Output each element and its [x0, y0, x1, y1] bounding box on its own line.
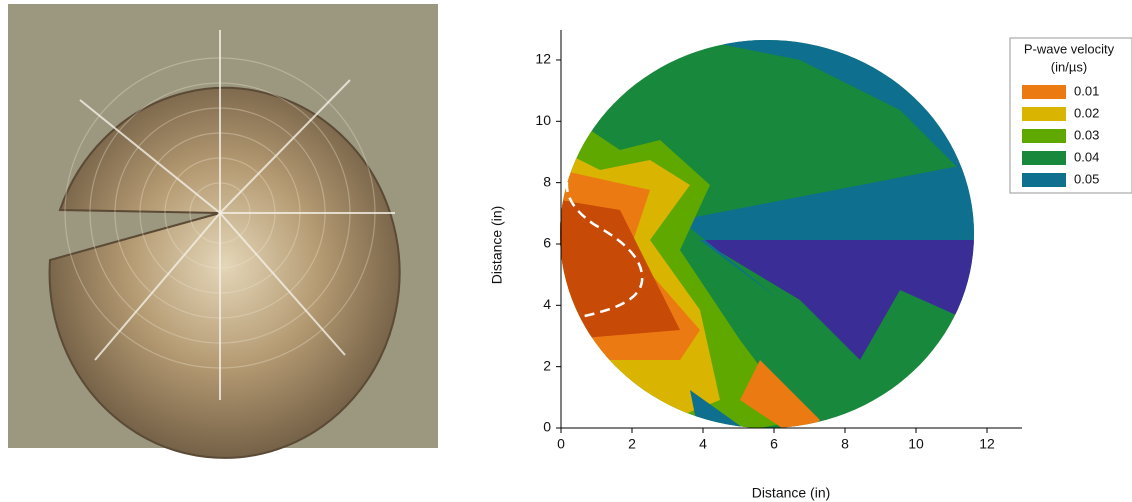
x-tick-label: 2 [628, 436, 636, 452]
y-tick-label: 8 [543, 173, 551, 189]
legend-label: 0.04 [1074, 149, 1099, 164]
x-tick-label: 6 [770, 436, 778, 452]
y-tick-label: 10 [535, 112, 551, 128]
legend-title: (in/µs) [1051, 59, 1087, 74]
legend-title: P-wave velocity [1024, 41, 1115, 56]
y-tick-label: 6 [543, 235, 551, 251]
x-tick-label: 4 [699, 436, 707, 452]
y-tick-label: 12 [535, 51, 551, 67]
x-axis-label: Distance (in) [752, 485, 831, 501]
x-tick-label: 0 [557, 436, 565, 452]
legend-swatch [1022, 107, 1066, 121]
legend: P-wave velocity (in/µs) 0.01 0.02 0.03 0.04… [1009, 37, 1132, 194]
y-tick-label: 0 [543, 419, 551, 435]
boundary [559, 181, 644, 322]
legend-label: 0.01 [1074, 83, 1099, 98]
legend-swatch [1022, 151, 1066, 165]
axes: Distance (in) Distance (in) 0 2 4 6 8 10 12 0 2 4… [489, 30, 1022, 501]
contour-field [560, 40, 974, 428]
x-tick-label: 8 [841, 436, 849, 452]
legend-label: 0.02 [1074, 105, 1099, 120]
photo [8, 4, 438, 459]
y-axis-label: Distance (in) [489, 206, 505, 285]
legend-label: 0.05 [1074, 171, 1099, 186]
legend-label: 0.03 [1074, 127, 1099, 142]
legend-swatch [1022, 129, 1066, 143]
legend-swatch [1022, 173, 1066, 187]
legend-swatch [1022, 85, 1066, 99]
x-tick-label: 10 [908, 436, 924, 452]
y-tick-label: 4 [543, 296, 551, 312]
y-tick-label: 2 [543, 357, 551, 373]
x-tick-label: 12 [979, 436, 995, 452]
